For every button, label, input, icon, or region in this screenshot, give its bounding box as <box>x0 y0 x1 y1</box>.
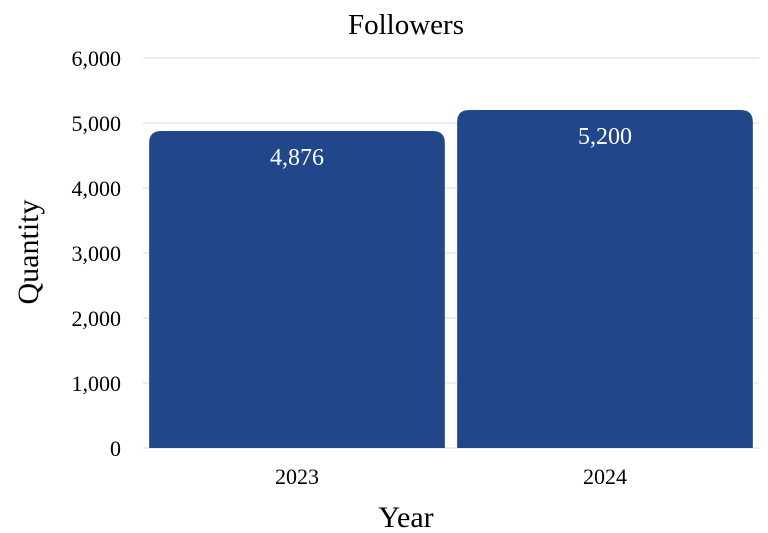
y-axis-label: Quantity <box>12 200 45 305</box>
y-axis-ticks: 0 1,000 2,000 3,000 4,000 5,000 6,000 <box>72 46 122 461</box>
x-tick-label: 2024 <box>583 464 627 489</box>
y-tick-label: 0 <box>110 436 121 461</box>
y-tick-label: 5,000 <box>72 111 122 136</box>
data-label-2023: 4,876 <box>270 145 324 171</box>
data-labels: 4,876 5,200 <box>270 124 632 171</box>
bar-2024 <box>457 110 753 448</box>
y-tick-label: 6,000 <box>72 46 122 71</box>
bar-2023 <box>149 131 445 448</box>
y-tick-label: 2,000 <box>72 306 122 331</box>
chart-title: Followers <box>348 9 464 41</box>
x-axis-ticks: 2023 2024 <box>275 464 627 489</box>
x-tick-label: 2023 <box>275 464 319 489</box>
y-tick-label: 1,000 <box>72 371 122 396</box>
y-tick-label: 3,000 <box>72 241 122 266</box>
data-label-2024: 5,200 <box>578 124 632 150</box>
x-axis-label: Year <box>378 501 433 533</box>
y-tick-label: 4,000 <box>72 176 122 201</box>
bars <box>149 110 753 448</box>
